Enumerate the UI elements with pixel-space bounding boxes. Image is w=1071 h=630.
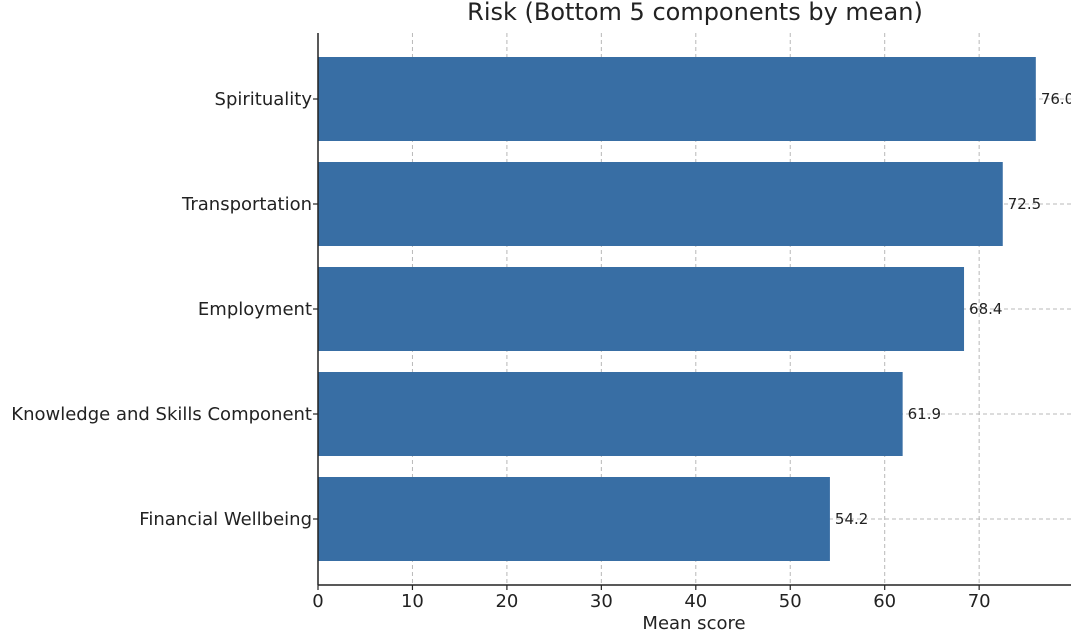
value-label-1: 72.5 bbox=[1008, 195, 1041, 213]
category-label-0: Spirituality bbox=[215, 89, 313, 110]
x-tick-label-30: 30 bbox=[590, 591, 613, 612]
chart-title: Risk (Bottom 5 components by mean) bbox=[467, 0, 923, 26]
bar-3 bbox=[318, 372, 903, 456]
category-label-3: Knowledge and Skills Component bbox=[11, 404, 312, 425]
bar-2 bbox=[318, 267, 965, 351]
value-label-2: 68.4 bbox=[969, 300, 1002, 318]
value-label-0: 76.0 bbox=[1041, 90, 1071, 108]
x-tick-label-50: 50 bbox=[779, 591, 802, 612]
x-tick-label-10: 10 bbox=[401, 591, 424, 612]
bar-4 bbox=[318, 477, 830, 561]
x-axis-label: Mean score bbox=[642, 613, 745, 630]
x-tick-label-20: 20 bbox=[495, 591, 518, 612]
value-label-4: 54.2 bbox=[835, 510, 868, 528]
x-tick-label-70: 70 bbox=[968, 591, 991, 612]
x-tick-label-60: 60 bbox=[873, 591, 896, 612]
bars bbox=[318, 57, 1036, 561]
category-label-4: Financial Wellbeing bbox=[139, 509, 312, 530]
value-label-3: 61.9 bbox=[908, 405, 941, 423]
value-labels: 76.0 72.5 68.4 61.9 54.2 bbox=[835, 90, 1071, 528]
category-label-1: Transportation bbox=[181, 194, 312, 215]
bar-1 bbox=[318, 162, 1003, 246]
x-tick-label-0: 0 bbox=[312, 591, 323, 612]
axes: Spirituality Transportation Employment Know… bbox=[11, 33, 1071, 612]
bar-0 bbox=[318, 57, 1036, 141]
x-tick-label-40: 40 bbox=[684, 591, 707, 612]
category-label-2: Employment bbox=[198, 299, 312, 320]
